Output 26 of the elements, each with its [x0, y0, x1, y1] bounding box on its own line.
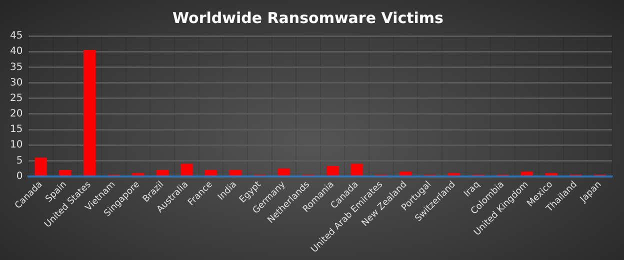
y-tick-label: 20 [10, 108, 23, 120]
y-tick-label: 5 [16, 155, 23, 166]
y-tick-label: 25 [10, 92, 23, 104]
y-tick-label: 15 [10, 124, 23, 136]
bar [520, 172, 534, 176]
bar [132, 173, 144, 176]
bar [229, 170, 242, 176]
y-tick-label: 40 [10, 46, 23, 58]
bar [156, 170, 168, 176]
bar [34, 158, 47, 176]
bar [399, 172, 412, 176]
bar [545, 173, 558, 176]
y-tick-label: 45 [10, 30, 23, 42]
bar [59, 170, 72, 176]
y-tick-label: 10 [10, 140, 23, 151]
chart-title: Worldwide Ransomware Victims [172, 8, 444, 27]
y-tick-label: 35 [10, 62, 23, 73]
bar [204, 170, 218, 176]
bar [448, 173, 460, 176]
bar [350, 164, 363, 176]
bar [326, 166, 339, 176]
bar [278, 168, 290, 176]
y-tick-label: 30 [10, 77, 23, 88]
bar [180, 164, 193, 176]
bar [83, 50, 96, 176]
y-tick-label: 0 [16, 170, 23, 182]
